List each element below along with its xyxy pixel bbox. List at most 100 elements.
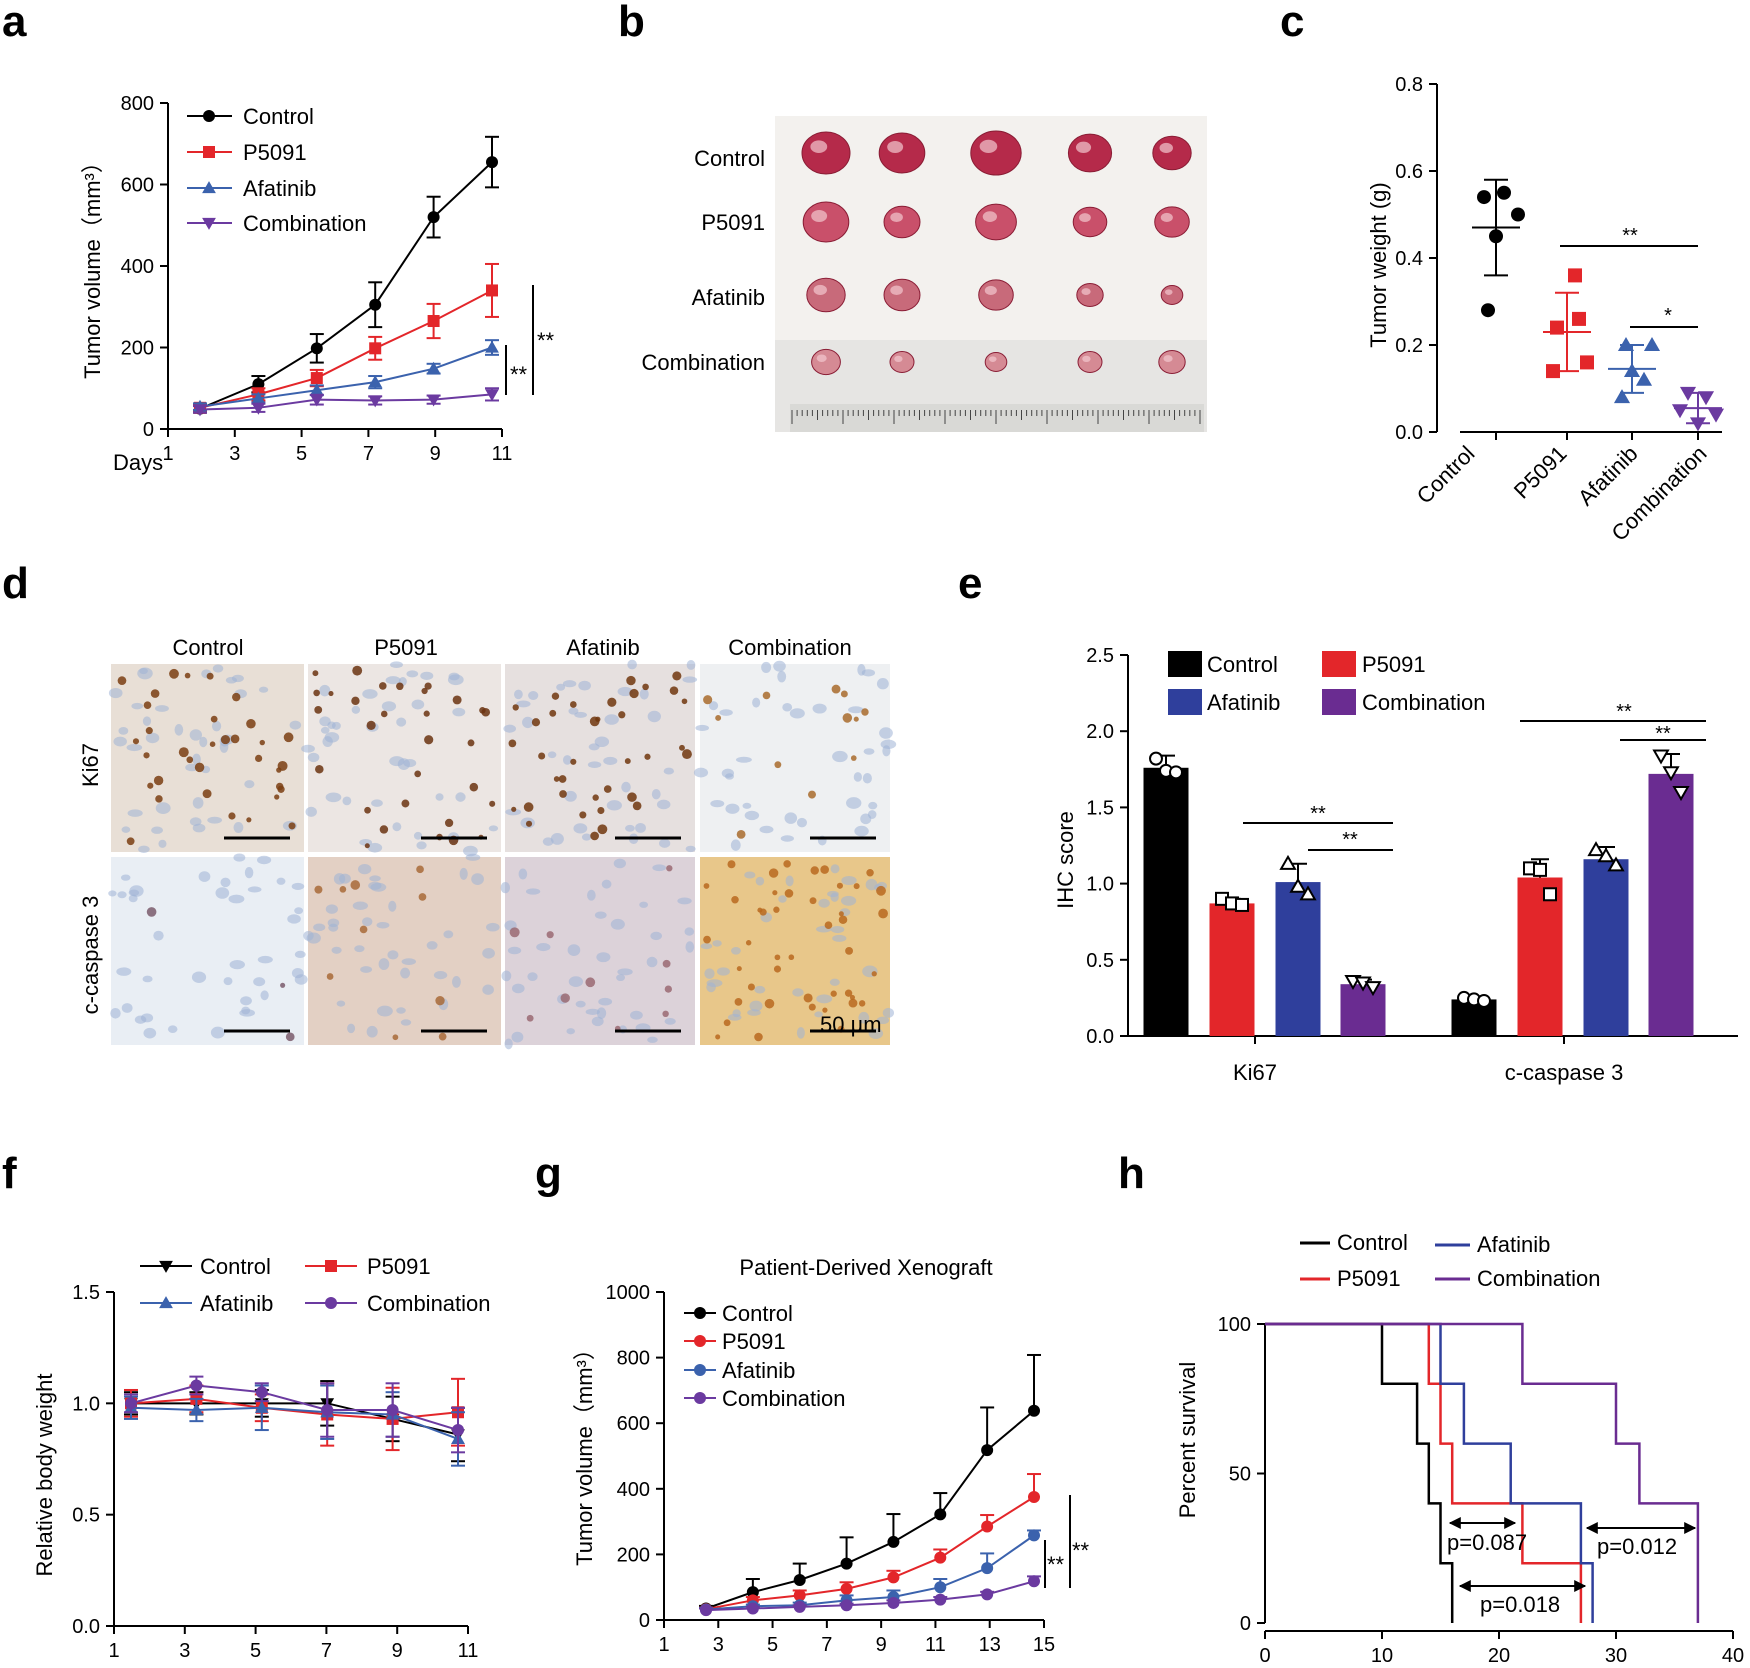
panel-h-curve-control <box>1265 1322 1454 1623</box>
ihc-nucleus <box>841 875 857 886</box>
ihc-nucleus <box>754 985 766 994</box>
ihc-nucleus <box>616 974 625 982</box>
tumor-highlight <box>813 284 827 295</box>
panel-c-point-combination <box>1679 386 1697 401</box>
ihc-nucleus <box>684 927 695 936</box>
ihc-nucleus <box>840 895 857 906</box>
panel-g-point-p5091 <box>887 1571 900 1584</box>
panel-d-col-control: Control <box>173 635 244 660</box>
ihc-stain <box>315 764 324 774</box>
tumor-highlight <box>1159 142 1173 154</box>
panel-c-point-p5091 <box>1580 355 1594 370</box>
legend-f-afatinib: Afatinib <box>200 1291 273 1316</box>
ihc-stain <box>549 709 557 717</box>
ihc-stain <box>681 698 688 705</box>
panel-e-point-p5091 <box>1235 897 1249 912</box>
panel-a-legend: Control P5091 Afatinib Combination <box>187 104 367 236</box>
ihc-nucleus <box>459 867 468 880</box>
ihc-stain <box>314 705 323 714</box>
ihc-stain <box>848 998 858 1008</box>
ihc-stain <box>379 825 389 834</box>
ihc-nucleus <box>108 890 117 897</box>
tumor-highlight <box>1160 212 1173 223</box>
ihc-nucleus <box>846 797 862 809</box>
panel-h-xtick-label: 20 <box>1488 1645 1510 1667</box>
ihc-nucleus <box>367 842 383 853</box>
panel-g-xtick-label: 15 <box>1033 1634 1055 1656</box>
panel-e-point-p5091 <box>1533 862 1547 877</box>
ihc-stain <box>731 896 739 904</box>
ihc-nucleus <box>240 996 252 1006</box>
ihc-stain <box>570 758 577 765</box>
ihc-nucleus <box>143 1027 157 1039</box>
panel-g-point-combination <box>746 1602 759 1615</box>
ihc-stain <box>866 869 874 877</box>
ihc-nucleus <box>233 853 246 862</box>
ihc-nucleus <box>876 1016 890 1025</box>
panel-g-ytick-label: 1000 <box>606 1282 651 1304</box>
ihc-nucleus <box>712 940 722 947</box>
panel-a-chart: 0 200 400 600 800 1 3 5 7 9 11 Tumor volume（mm³） D… <box>80 93 555 475</box>
legend-a-marker-afatinib <box>202 181 216 194</box>
ihc-nucleus <box>651 788 661 800</box>
ihc-nucleus <box>704 968 715 979</box>
panel-e-xcat-ki67: Ki67 <box>1233 1060 1277 1085</box>
ihc-nucleus <box>362 689 378 699</box>
panel-c-ytick-label: 0.2 <box>1395 335 1423 357</box>
ihc-nucleus <box>121 1003 133 1013</box>
ihc-nucleus <box>400 967 411 979</box>
ihc-image <box>700 664 890 852</box>
ihc-stain <box>662 959 671 968</box>
ihc-nucleus <box>387 950 399 960</box>
ihc-nucleus <box>867 810 877 819</box>
legend-a-afatinib: Afatinib <box>243 176 316 201</box>
ihc-nucleus <box>575 1000 586 1008</box>
ihc-stain <box>178 747 189 758</box>
legend-g-control: Control <box>722 1301 793 1326</box>
ihc-stain <box>326 973 334 980</box>
panel-g-point-combination <box>793 1600 806 1613</box>
panel-label-g: g <box>535 1149 562 1198</box>
panel-c-point-afatinib <box>1617 336 1635 351</box>
ihc-nucleus <box>220 877 231 888</box>
tumor-highlight <box>979 139 998 153</box>
ihc-nucleus <box>604 714 619 725</box>
panel-c-point-afatinib <box>1643 336 1661 351</box>
panel-h-pval-2: p=0.018 <box>1480 1592 1560 1617</box>
panel-e-point-afatinib <box>1587 841 1605 857</box>
ihc-stain <box>595 716 601 722</box>
ihc-stain <box>764 998 775 1009</box>
ihc-nucleus <box>789 708 805 719</box>
ihc-stain <box>508 739 517 748</box>
panel-e-ytick-label: 1.0 <box>1086 874 1114 896</box>
ihc-nucleus <box>207 816 223 824</box>
legend-h-afatinib: Afatinib <box>1477 1232 1550 1257</box>
ihc-stain <box>664 985 672 993</box>
ihc-stain <box>255 754 263 763</box>
panel-a-point-afatinib <box>426 361 441 374</box>
ihc-stain <box>285 1032 295 1042</box>
ihc-stain <box>849 994 856 1000</box>
ihc-nucleus <box>650 931 662 941</box>
panel-f-xtick-label: 3 <box>179 1640 190 1662</box>
ihc-nucleus <box>832 934 847 942</box>
panel-g-point-control <box>746 1586 759 1599</box>
ihc-nucleus <box>433 971 448 980</box>
ihc-stain <box>723 1019 731 1027</box>
ihc-stain <box>703 695 713 705</box>
panel-f-xtick-label: 1 <box>108 1640 119 1662</box>
ihc-stain <box>666 865 673 872</box>
ihc-nucleus <box>587 761 602 768</box>
ihc-stain <box>836 882 843 889</box>
ihc-stain <box>629 688 639 699</box>
panel-label-c: c <box>1280 0 1304 46</box>
ihc-stain <box>147 782 154 789</box>
ihc-nucleus <box>630 1010 643 1020</box>
ihc-stain <box>209 741 216 747</box>
ihc-nucleus <box>401 958 417 966</box>
ihc-image <box>308 664 501 852</box>
panel-b-row-afatinib: Afatinib <box>692 285 765 310</box>
tumor-highlight <box>982 211 998 223</box>
panel-f-point-combination <box>125 1397 137 1410</box>
legend-g-marker-p5091 <box>694 1335 706 1347</box>
